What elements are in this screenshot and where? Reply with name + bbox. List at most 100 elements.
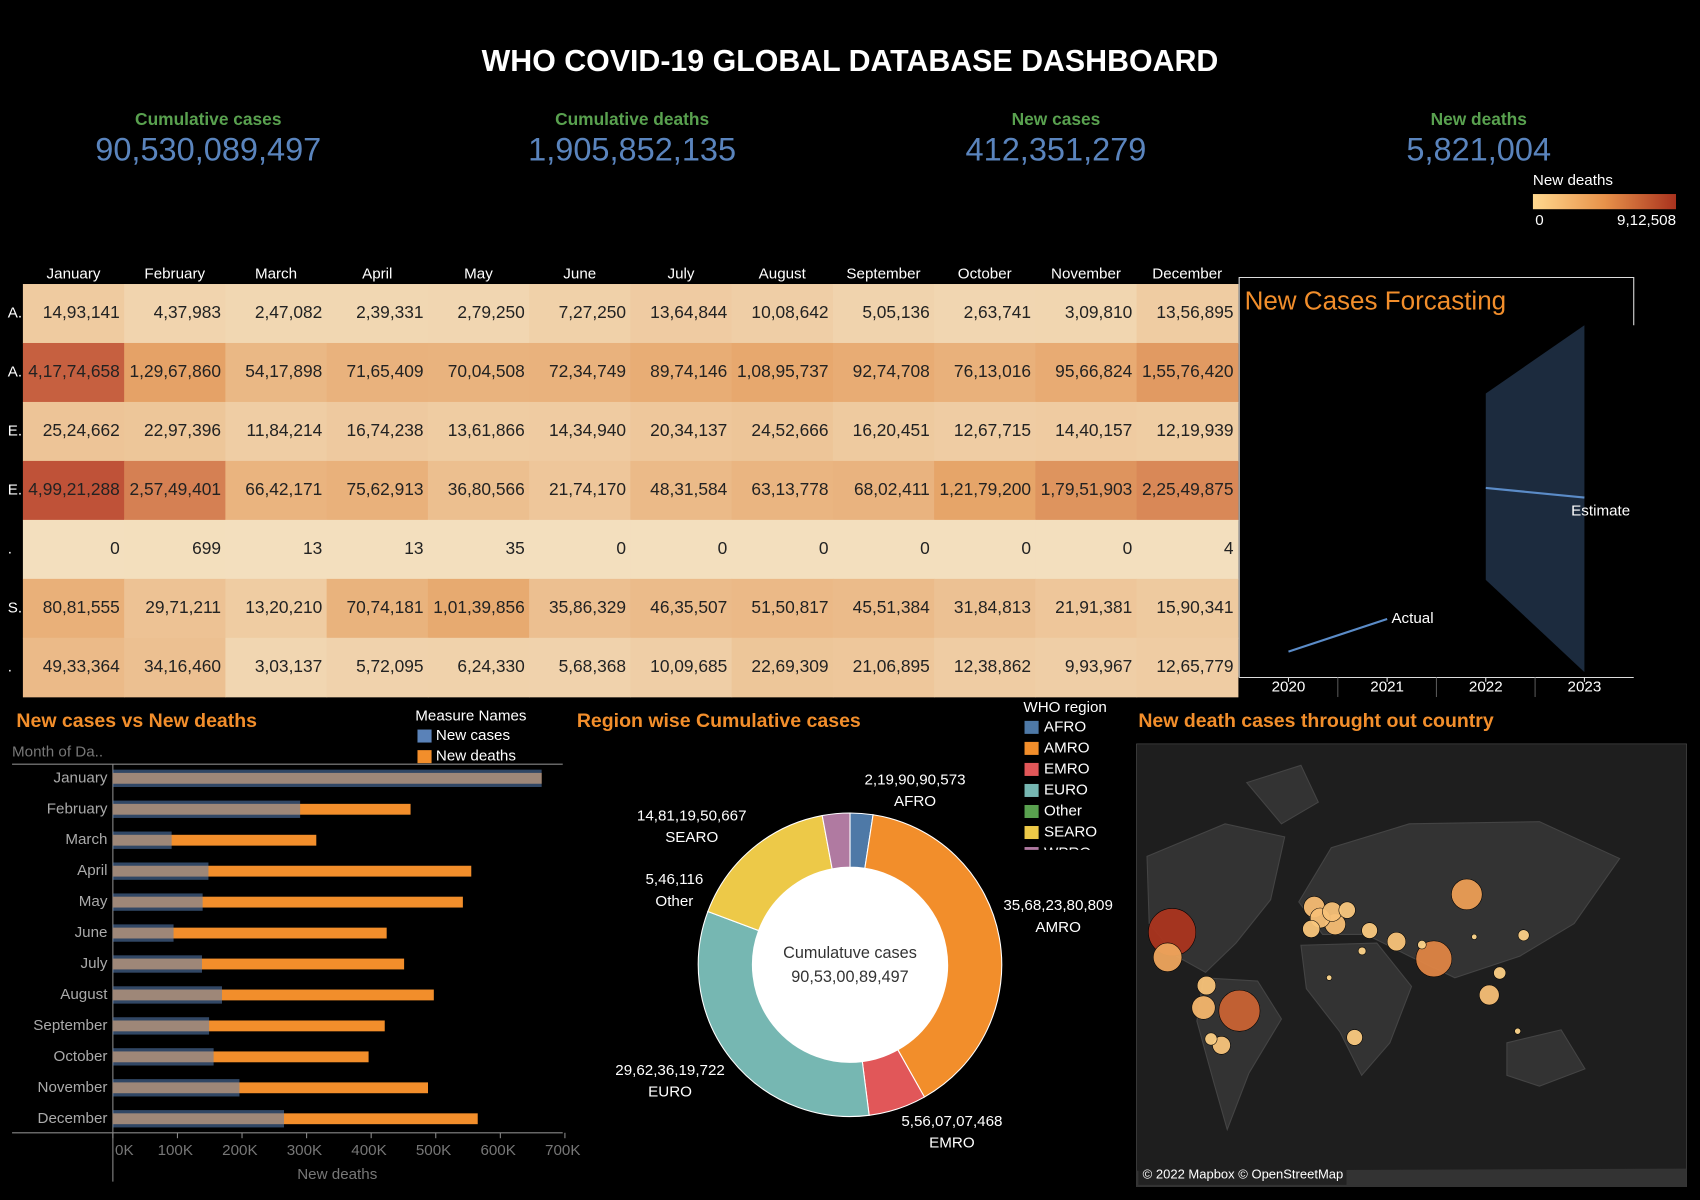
cell-label: 25,24,662 [43,420,120,440]
cell-label: 2,57,49,401 [130,479,222,499]
heat-cell [529,637,631,698]
bar [112,927,387,939]
cell-label: 10,08,642 [751,302,828,322]
death-bubble [1517,929,1530,942]
cell-label: 46,35,507 [650,597,727,617]
cell-label: 0 [718,538,728,558]
row-label: . [8,658,12,675]
heat-cell [1035,284,1138,344]
death-bubble [1191,995,1216,1020]
column-header: May [464,265,493,282]
cell-label: 12,65,779 [1156,656,1233,676]
legend-gradient [1532,194,1677,210]
cell-label: 4,37,983 [154,302,221,322]
heat-cell [630,284,733,344]
cell-label: 3,09,810 [1065,302,1132,322]
cell-label: 31,84,813 [954,597,1031,617]
x-tick-label: 300K [287,1142,322,1159]
donut-hole [752,867,948,1063]
y-tick-label: November [38,1079,108,1096]
row-label: S. [8,599,22,616]
bar [112,1113,478,1125]
legend-label: New deaths [436,748,516,765]
column-header: June [563,265,596,282]
cell-label: 75,62,913 [346,479,423,499]
slice-name-label: EMRO [929,1135,975,1152]
cell-label: 4,17,74,658 [28,361,120,381]
heat-cell [832,637,935,698]
death-bubble [1417,940,1427,950]
attribution-bg [1138,1166,1347,1185]
cell-label: 35 [506,538,525,558]
bar [112,1020,385,1032]
heat-cell [832,401,935,462]
forecast-band [1485,325,1585,673]
bar [112,831,172,849]
cell-label: 1,55,76,420 [1142,361,1234,381]
column-header: November [1051,265,1121,282]
y-tick-label: October [54,1048,108,1065]
chart-title: New death cases throught out country [1138,710,1494,732]
bar [112,893,203,911]
heat-cell [225,401,328,462]
cell-label: 15,90,341 [1156,597,1233,617]
x-tick-label: 2021 [1370,678,1404,695]
heat-cell [529,401,631,462]
cell-label: 48,31,584 [650,479,727,499]
heat-cell [731,284,834,344]
heat-cell [1035,637,1138,698]
bar [112,1110,284,1128]
y-tick-label: May [79,893,108,910]
heat-cell [934,637,1036,698]
cell-label: 10,09,685 [650,656,727,676]
heat-cell [529,284,631,344]
heat-cell [22,578,125,639]
slice-name-label: AMRO [1035,919,1081,936]
heat-cell [630,342,733,403]
cell-label: 21,91,381 [1055,597,1132,617]
row-label: E. [8,481,22,498]
cell-label: 5,05,136 [862,302,929,322]
kpi-label: Cumulative deaths [555,109,709,129]
legend-swatch [1024,847,1039,850]
heat-cell [326,460,429,521]
cell-label: 71,65,409 [346,361,423,381]
heat-cell [1136,637,1239,698]
legend-swatch [1024,804,1039,818]
legend-swatch [417,729,432,743]
bar [112,1017,210,1035]
heat-cell [529,342,631,403]
heat-cell [832,578,935,639]
y-tick-label: September [33,1017,107,1034]
slice-name-label: EURO [648,1084,692,1101]
map-attribution: © 2022 Mapbox © OpenStreetMap [1143,1167,1344,1182]
cell-label: 4,99,21,288 [28,479,120,499]
y-tick-label: April [77,862,107,879]
slice-name-label: AFRO [894,793,936,810]
heat-cell [1136,519,1239,580]
x-tick-label: 100K [158,1142,193,1159]
column-header: April [362,265,392,282]
cell-label: 13,61,866 [448,420,525,440]
row-label: E. [8,422,22,439]
column-header: August [759,265,807,282]
death-bubble [1357,946,1367,956]
bar [112,1079,240,1097]
y-tick-label: June [75,924,108,941]
row-label: A. [8,363,22,380]
heat-cell [427,342,530,403]
cell-label: 5,68,368 [559,656,626,676]
legend-label: AFRO [1044,718,1086,735]
heat-cell [731,519,834,580]
cell-label: 2,25,49,875 [1142,479,1234,499]
cell-label: 12,67,715 [954,420,1031,440]
death-bubble [1514,1027,1521,1035]
death-bubble [1386,931,1407,952]
cell-label: 2,47,082 [255,302,322,322]
cell-label: 16,74,238 [346,420,423,440]
heat-cell [832,519,935,580]
legend-title: Measure Names [415,708,527,725]
cell-label: 68,02,411 [854,479,930,499]
column-header: March [255,265,297,282]
kpi-value: 90,530,089,497 [95,131,321,167]
